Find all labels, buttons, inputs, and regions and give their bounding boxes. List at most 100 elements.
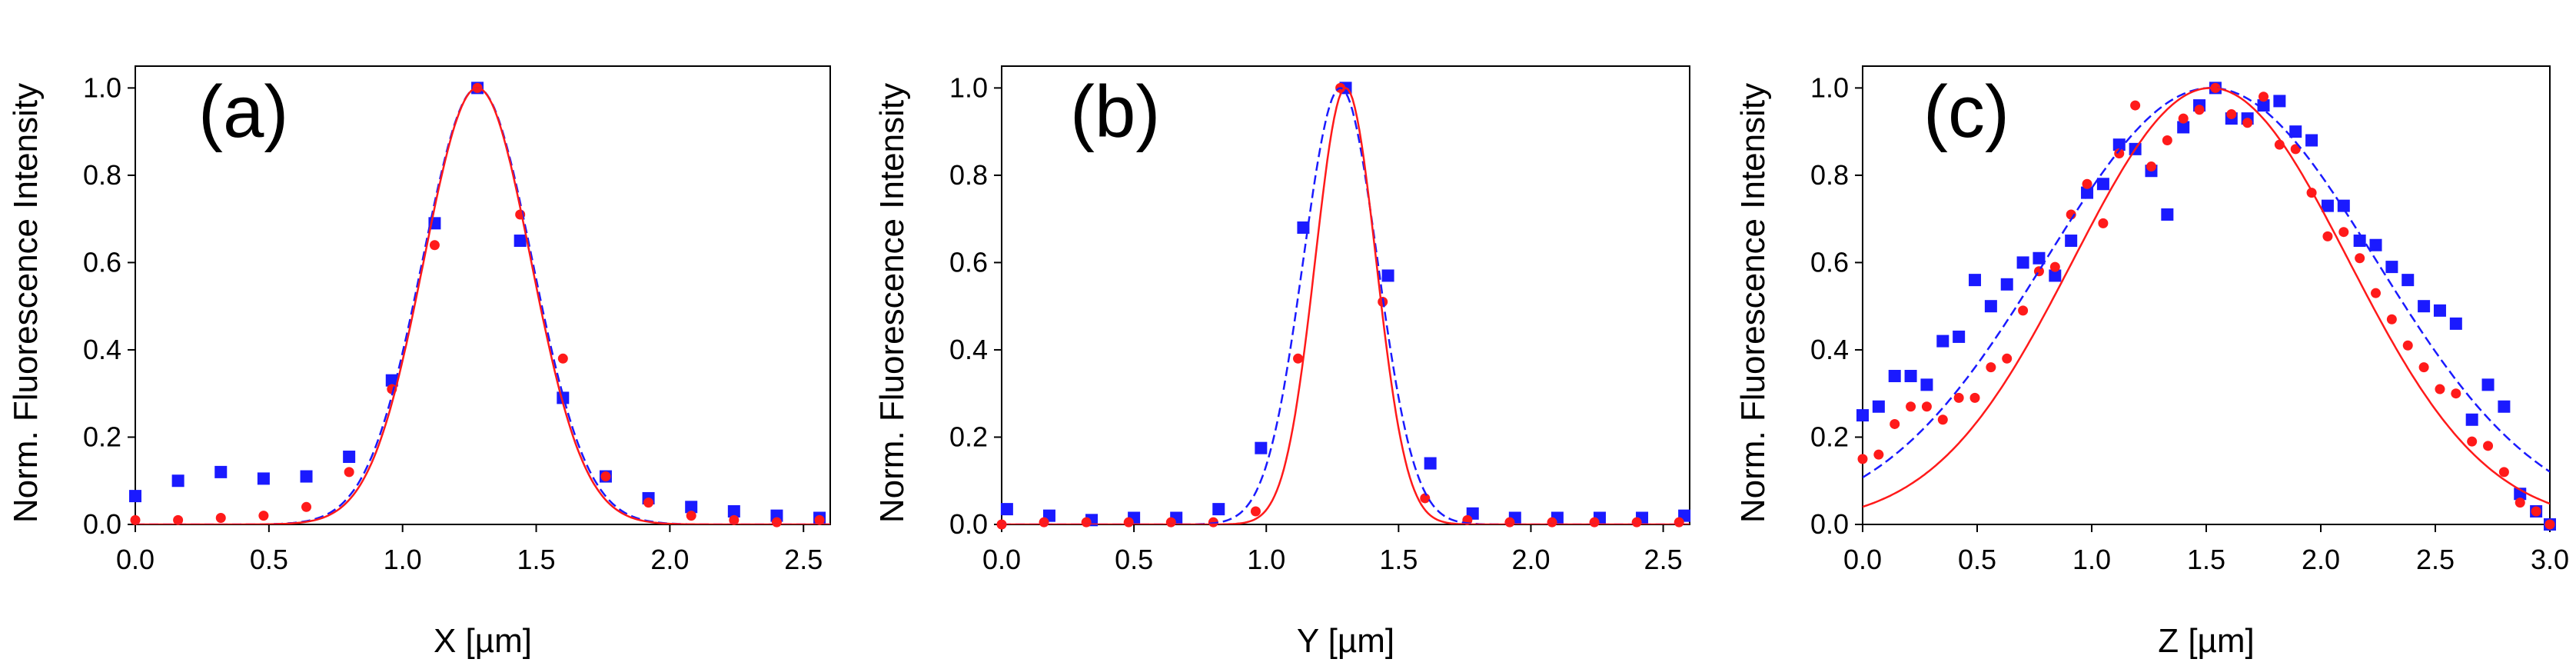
blue-square-point (1424, 457, 1437, 470)
y-tick-label: 0.8 (949, 159, 988, 191)
blue-square-point (2369, 238, 2382, 251)
x-tick-label: 1.5 (2187, 544, 2225, 575)
red-circle-point (643, 498, 654, 508)
red-circle-point (1937, 414, 1948, 425)
x-tick-label: 3.0 (2531, 544, 2569, 575)
red-circle-point (1873, 449, 1884, 460)
red-fit-line (1002, 86, 1690, 524)
blue-square-point (129, 490, 141, 503)
y-tick-label: 1.0 (1810, 72, 1849, 103)
x-tick-label: 0.0 (116, 544, 155, 575)
red-circle-point (2194, 105, 2205, 115)
red-circle-point (1123, 517, 1134, 528)
blue-square-point (2016, 256, 2029, 269)
y-tick-label: 0.6 (1810, 246, 1849, 278)
red-circle-point (2467, 436, 2478, 447)
red-circle-point (2515, 498, 2525, 508)
x-tick-label: 1.0 (1247, 544, 1285, 575)
red-circle-point (1890, 418, 1900, 429)
blue-square-point (2353, 235, 2366, 248)
red-circle-point (2402, 340, 2413, 351)
red-circle-point (2082, 178, 2092, 189)
y-tick-label: 0.2 (949, 421, 988, 452)
red-circle-point (2531, 506, 2541, 517)
blue-square-point (514, 235, 527, 248)
red-circle-point (814, 514, 825, 525)
x-axis-label: Z [µm] (2158, 622, 2255, 660)
blue-square-point (1953, 330, 1966, 343)
blue-square-point (2418, 300, 2431, 313)
blue-square-point (2449, 317, 2462, 330)
blue-square-point (2096, 178, 2109, 191)
red-circle-point (2451, 388, 2461, 399)
red-circle-point (2130, 100, 2141, 111)
x-tick-label: 1.5 (517, 544, 556, 575)
red-circle-point (1986, 362, 1996, 373)
blue-square-point (300, 470, 313, 483)
red-fit-line (135, 87, 830, 524)
red-circle-point (2386, 314, 2397, 325)
blue-square-point (1969, 274, 1982, 287)
panel-label: (a) (198, 71, 288, 153)
red-circle-point (1420, 493, 1431, 504)
blue-square-point (2033, 251, 2046, 265)
x-tick-label: 0.5 (250, 544, 288, 575)
x-tick-label: 0.5 (1958, 544, 1996, 575)
blue-square-point (2498, 400, 2511, 413)
blue-square-point (2289, 125, 2302, 138)
blue-square-point (385, 374, 398, 387)
red-circle-point (1589, 517, 1600, 528)
blue-square-point (2081, 186, 2094, 199)
blue-square-point (171, 474, 184, 488)
red-circle-point (2242, 118, 2253, 128)
x-tick-label: 2.5 (1644, 544, 1683, 575)
red-circle-point (729, 514, 740, 525)
blue-square-point (2401, 274, 2415, 287)
red-circle-point (258, 511, 269, 521)
blue-square-point (1984, 300, 1997, 313)
red-circle-point (1953, 392, 1964, 403)
red-circle-point (344, 467, 354, 478)
y-tick-label: 0.6 (949, 246, 988, 278)
blue-square-point (727, 504, 740, 518)
red-circle-point (2435, 384, 2445, 394)
red-circle-point (2498, 467, 2509, 478)
red-circle-point (1857, 454, 1868, 464)
blue-square-point (257, 472, 270, 485)
blue-square-point (685, 501, 698, 514)
y-axis-label: Norm. Fluorescence Intensity (7, 83, 45, 523)
red-circle-point (1547, 517, 1557, 528)
red-circle-point (686, 511, 696, 521)
blue-square-point (1212, 503, 1225, 516)
y-tick-label: 0.0 (83, 508, 121, 540)
red-circle-point (1906, 401, 1916, 412)
red-circle-point (1674, 517, 1684, 528)
y-tick-label: 1.0 (83, 72, 121, 103)
red-circle-point (2544, 519, 2555, 530)
y-tick-label: 0.0 (1810, 508, 1849, 540)
red-circle-point (2483, 441, 2494, 451)
blue-square-point (1381, 269, 1394, 282)
red-circle-point (1081, 517, 1092, 528)
blue-square-point (214, 465, 228, 478)
red-circle-point (1293, 353, 1304, 364)
y-tick-label: 0.4 (1810, 334, 1849, 365)
panel-a: 0.0 0.2 0.4 0.6 0.8 1.0 0.0 0.5 1.0 1.5 2.0 2.5 X [µ… (7, 65, 831, 660)
red-circle-point (2418, 362, 2429, 373)
red-circle-point (130, 514, 141, 525)
red-circle-point (2371, 288, 2382, 298)
red-circle-point (2098, 218, 2109, 228)
blue-square-point (2321, 199, 2334, 212)
red-circle-point (771, 517, 782, 528)
y-tick-label: 0.2 (83, 421, 121, 452)
y-tick-label: 1.0 (949, 72, 988, 103)
x-axis-label: Y [µm] (1297, 622, 1394, 660)
red-circle-point (557, 353, 568, 364)
red-circle-point (1631, 517, 1642, 528)
x-tick-label: 0.0 (982, 544, 1021, 575)
blue-square-point (1888, 370, 1901, 383)
x-tick-label: 2.0 (1511, 544, 1550, 575)
x-tick-label: 2.5 (2416, 544, 2455, 575)
blue-square-point (2049, 269, 2062, 282)
